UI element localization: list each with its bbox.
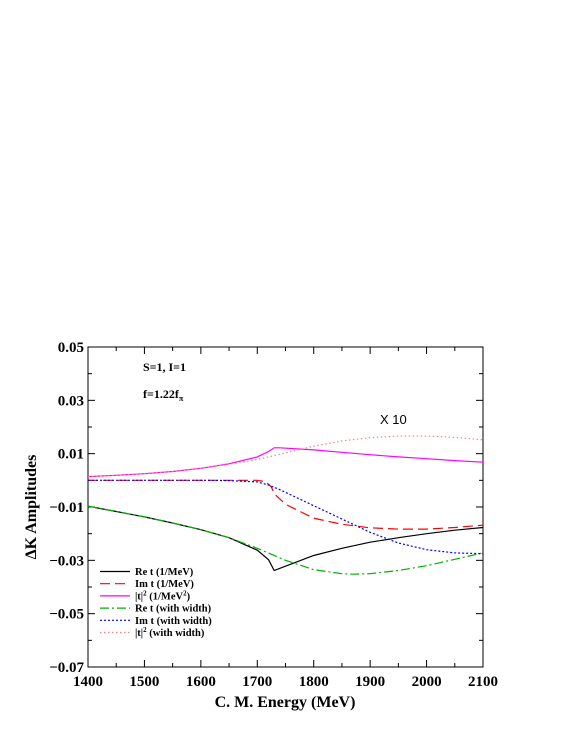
legend-label-2: Im t (1/MeV) (135, 579, 194, 590)
legend-label-3: |t|2 (1/MeV2) (135, 589, 191, 602)
x-tick-label: 1900 (355, 674, 385, 690)
x-tick-label: 1600 (186, 674, 216, 690)
series-line-6 (87, 435, 484, 478)
legend-label-4: Re t (with width) (135, 604, 212, 615)
legend-label-5: Im t (with width) (135, 616, 212, 627)
series-line-5 (88, 479, 484, 555)
series-layer (87, 435, 484, 575)
y-tick-label: 0.01 (58, 447, 84, 463)
series-line-4 (87, 505, 484, 575)
x-tick-label: 2000 (412, 674, 442, 690)
x-axis: 1400 1500 1600 1700 1800 1900 2000 2100 (73, 347, 498, 690)
y-tick-label: 0.03 (58, 393, 84, 409)
annotation-params-line2: f=1.22fπ (143, 387, 184, 403)
series-line-3 (87, 447, 484, 478)
y-tick-label: −0.03 (49, 553, 84, 569)
series-line-2 (88, 479, 484, 530)
y-tick-label: −0.07 (49, 660, 84, 676)
annotation-scale-note: X 10 (380, 412, 407, 427)
legend-label-6: |t|2 (with width) (135, 626, 205, 639)
x-axis-title: C. M. Energy (MeV) (215, 694, 356, 711)
y-tick-label: −0.05 (49, 607, 84, 623)
y-tick-label: 0.05 (58, 340, 84, 356)
x-tick-label: 2100 (468, 674, 498, 690)
x-tick-label: 1800 (299, 674, 329, 690)
y-axis: −0.07 −0.05 −0.03 −0.01 0.01 0.03 0.05 (49, 340, 483, 676)
x-tick-label: 1400 (73, 674, 103, 690)
legend-label-1: Re t (1/MeV) (135, 567, 194, 578)
y-tick-label: −0.01 (49, 500, 84, 516)
legend: Re t (1/MeV)Im t (1/MeV)|t|2 (1/MeV2) Re … (100, 567, 212, 639)
y-axis-title: ΔK Amplitudes (23, 455, 40, 560)
annotation-params-line1: S=1, I=1 (143, 360, 186, 374)
x-tick-label: 1500 (129, 674, 159, 690)
x-tick-label: 1700 (242, 674, 272, 690)
